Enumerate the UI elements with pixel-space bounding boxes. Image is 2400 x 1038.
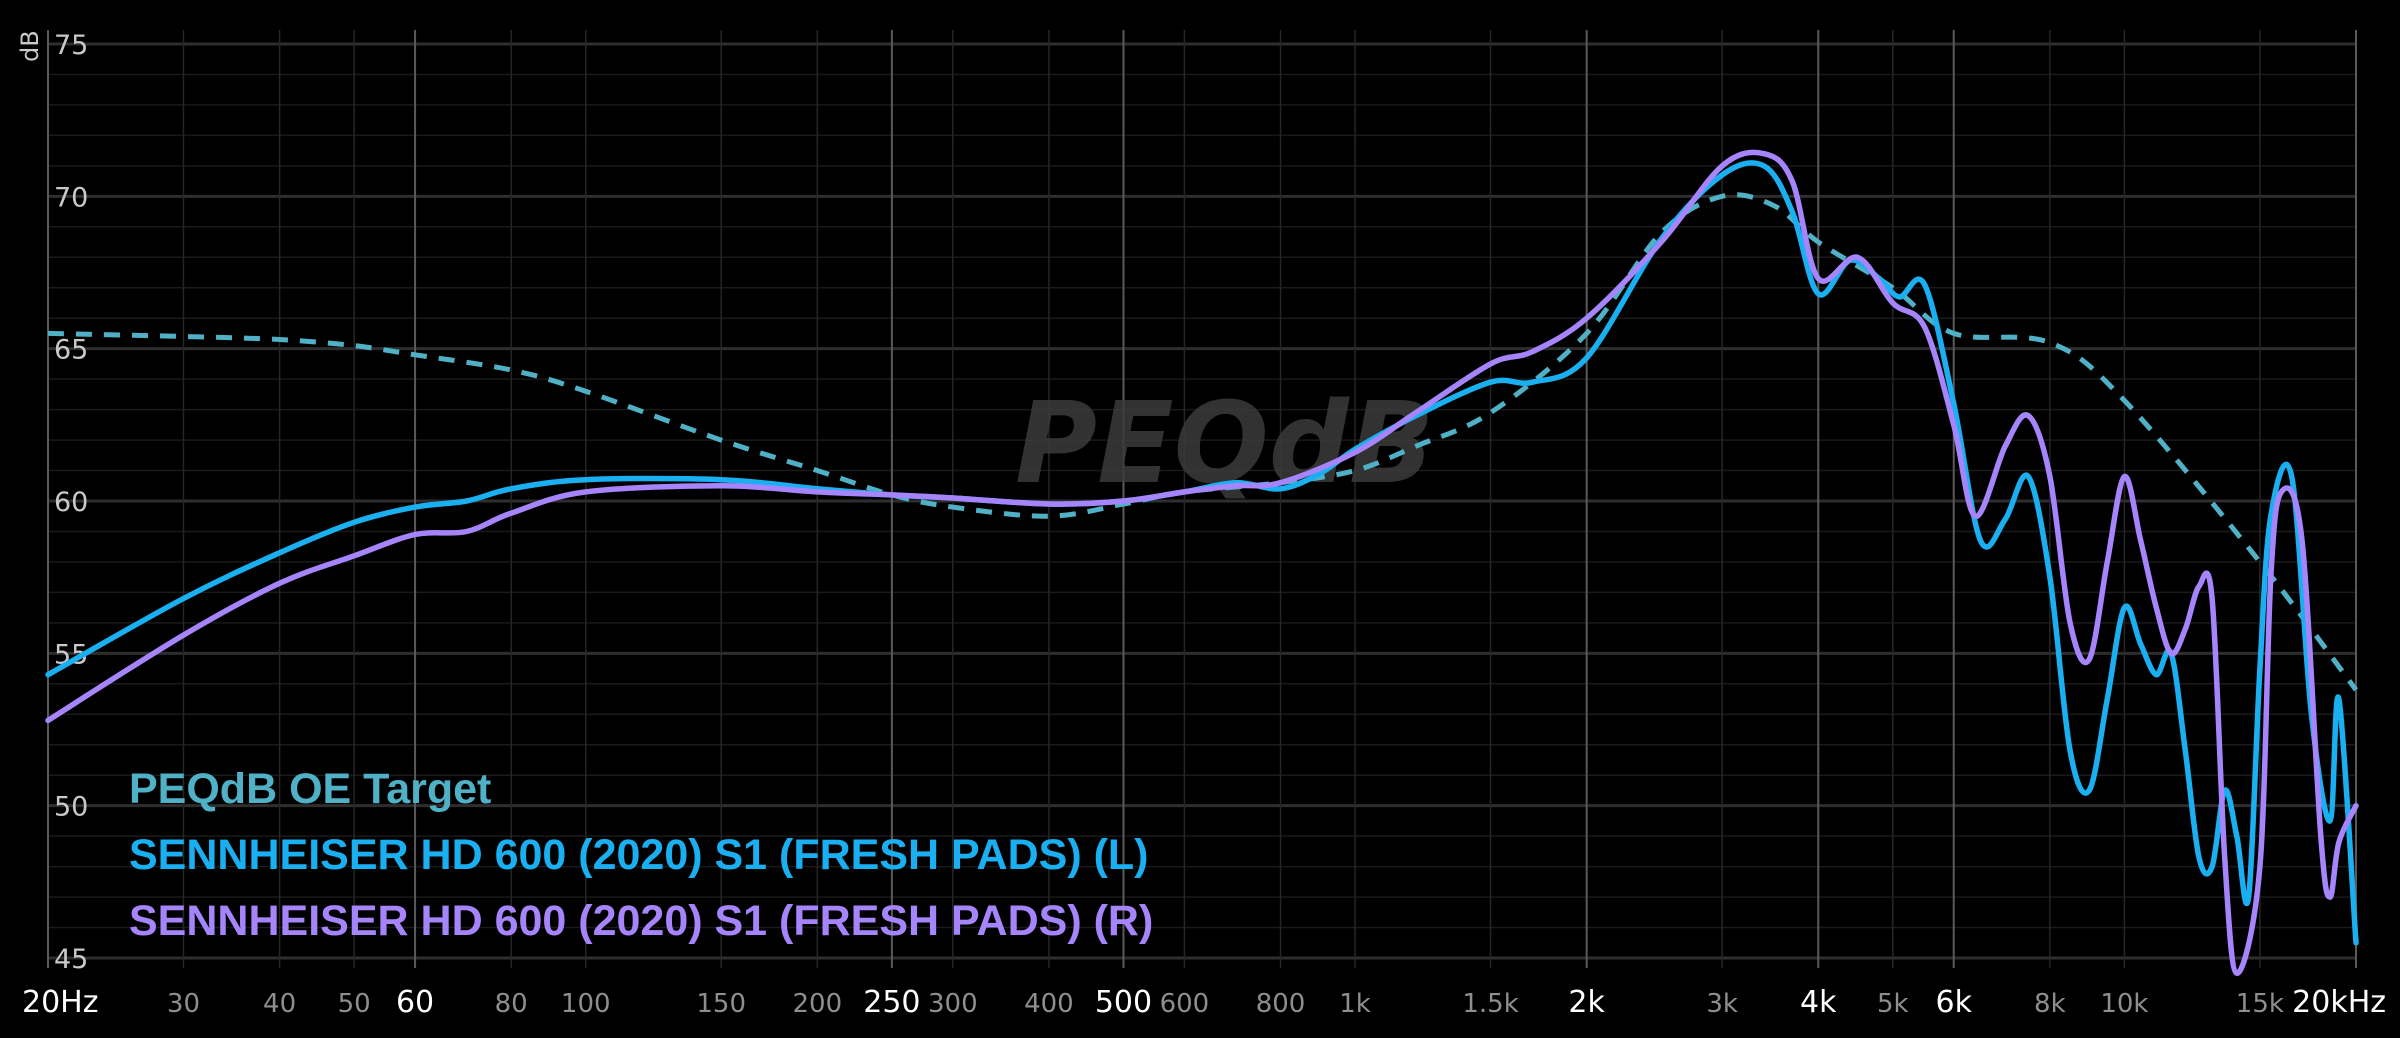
x-tick-label: 100: [561, 989, 611, 1019]
y-tick-label: 45: [54, 944, 88, 975]
x-tick-label: 1.5k: [1462, 989, 1518, 1019]
x-tick-label: 800: [1256, 989, 1306, 1019]
y-axis-label: dB: [16, 30, 44, 62]
legend-entry: SENNHEISER HD 600 (2020) S1 (FRESH PADS)…: [129, 831, 1149, 879]
x-tick-label: 6k: [1935, 985, 1972, 1020]
y-tick-label: 70: [54, 182, 88, 213]
x-tick-label: 150: [696, 989, 746, 1019]
series-lines: [45, 149, 2359, 976]
x-tick-label: 600: [1160, 989, 1210, 1019]
grid: [47, 30, 2357, 968]
x-tick-label: 8k: [2034, 989, 2066, 1019]
x-tick-label: 200: [793, 989, 843, 1019]
legend-entry: PEQdB OE Target: [129, 765, 491, 813]
x-tick-label: 10k: [2100, 989, 2148, 1019]
x-tick-label: 5k: [1877, 989, 1909, 1019]
x-tick-label: 250: [863, 985, 920, 1020]
x-tick-label: 20Hz: [22, 985, 98, 1020]
x-tick-label: 80: [495, 989, 528, 1019]
y-tick-label: 75: [54, 30, 88, 61]
x-tick-label: 60: [396, 985, 434, 1020]
x-tick-label: 15k: [2236, 989, 2284, 1019]
x-tick-label: 3k: [1706, 989, 1738, 1019]
x-tick-label: 30: [167, 989, 200, 1019]
x-tick-label: 50: [338, 989, 371, 1019]
series-line-2: [45, 149, 2359, 976]
x-tick-label: 300: [928, 989, 978, 1019]
x-tick-label: 4k: [1800, 985, 1837, 1020]
legend-entry: SENNHEISER HD 600 (2020) S1 (FRESH PADS)…: [129, 897, 1153, 945]
y-tick-label: 60: [54, 487, 88, 518]
legend: PEQdB OE Target SENNHEISER HD 600 (2020) …: [129, 765, 1153, 945]
x-tick-label: 40: [263, 989, 296, 1019]
x-tick-label: 2k: [1568, 985, 1605, 1020]
x-tick-label: 20kHz: [2292, 985, 2386, 1020]
series-line-1: [45, 160, 2359, 946]
x-tick-label: 500: [1095, 985, 1152, 1020]
y-tick-label: 65: [54, 335, 88, 366]
y-tick-label: 50: [54, 792, 88, 823]
x-tick-label: 1k: [1339, 989, 1371, 1019]
x-tick-label: 400: [1024, 989, 1074, 1019]
x-axis-ticks: 20Hz 30 40 50 60 80 100 150 200 250 300 400 500 600 80…: [22, 985, 2386, 1020]
